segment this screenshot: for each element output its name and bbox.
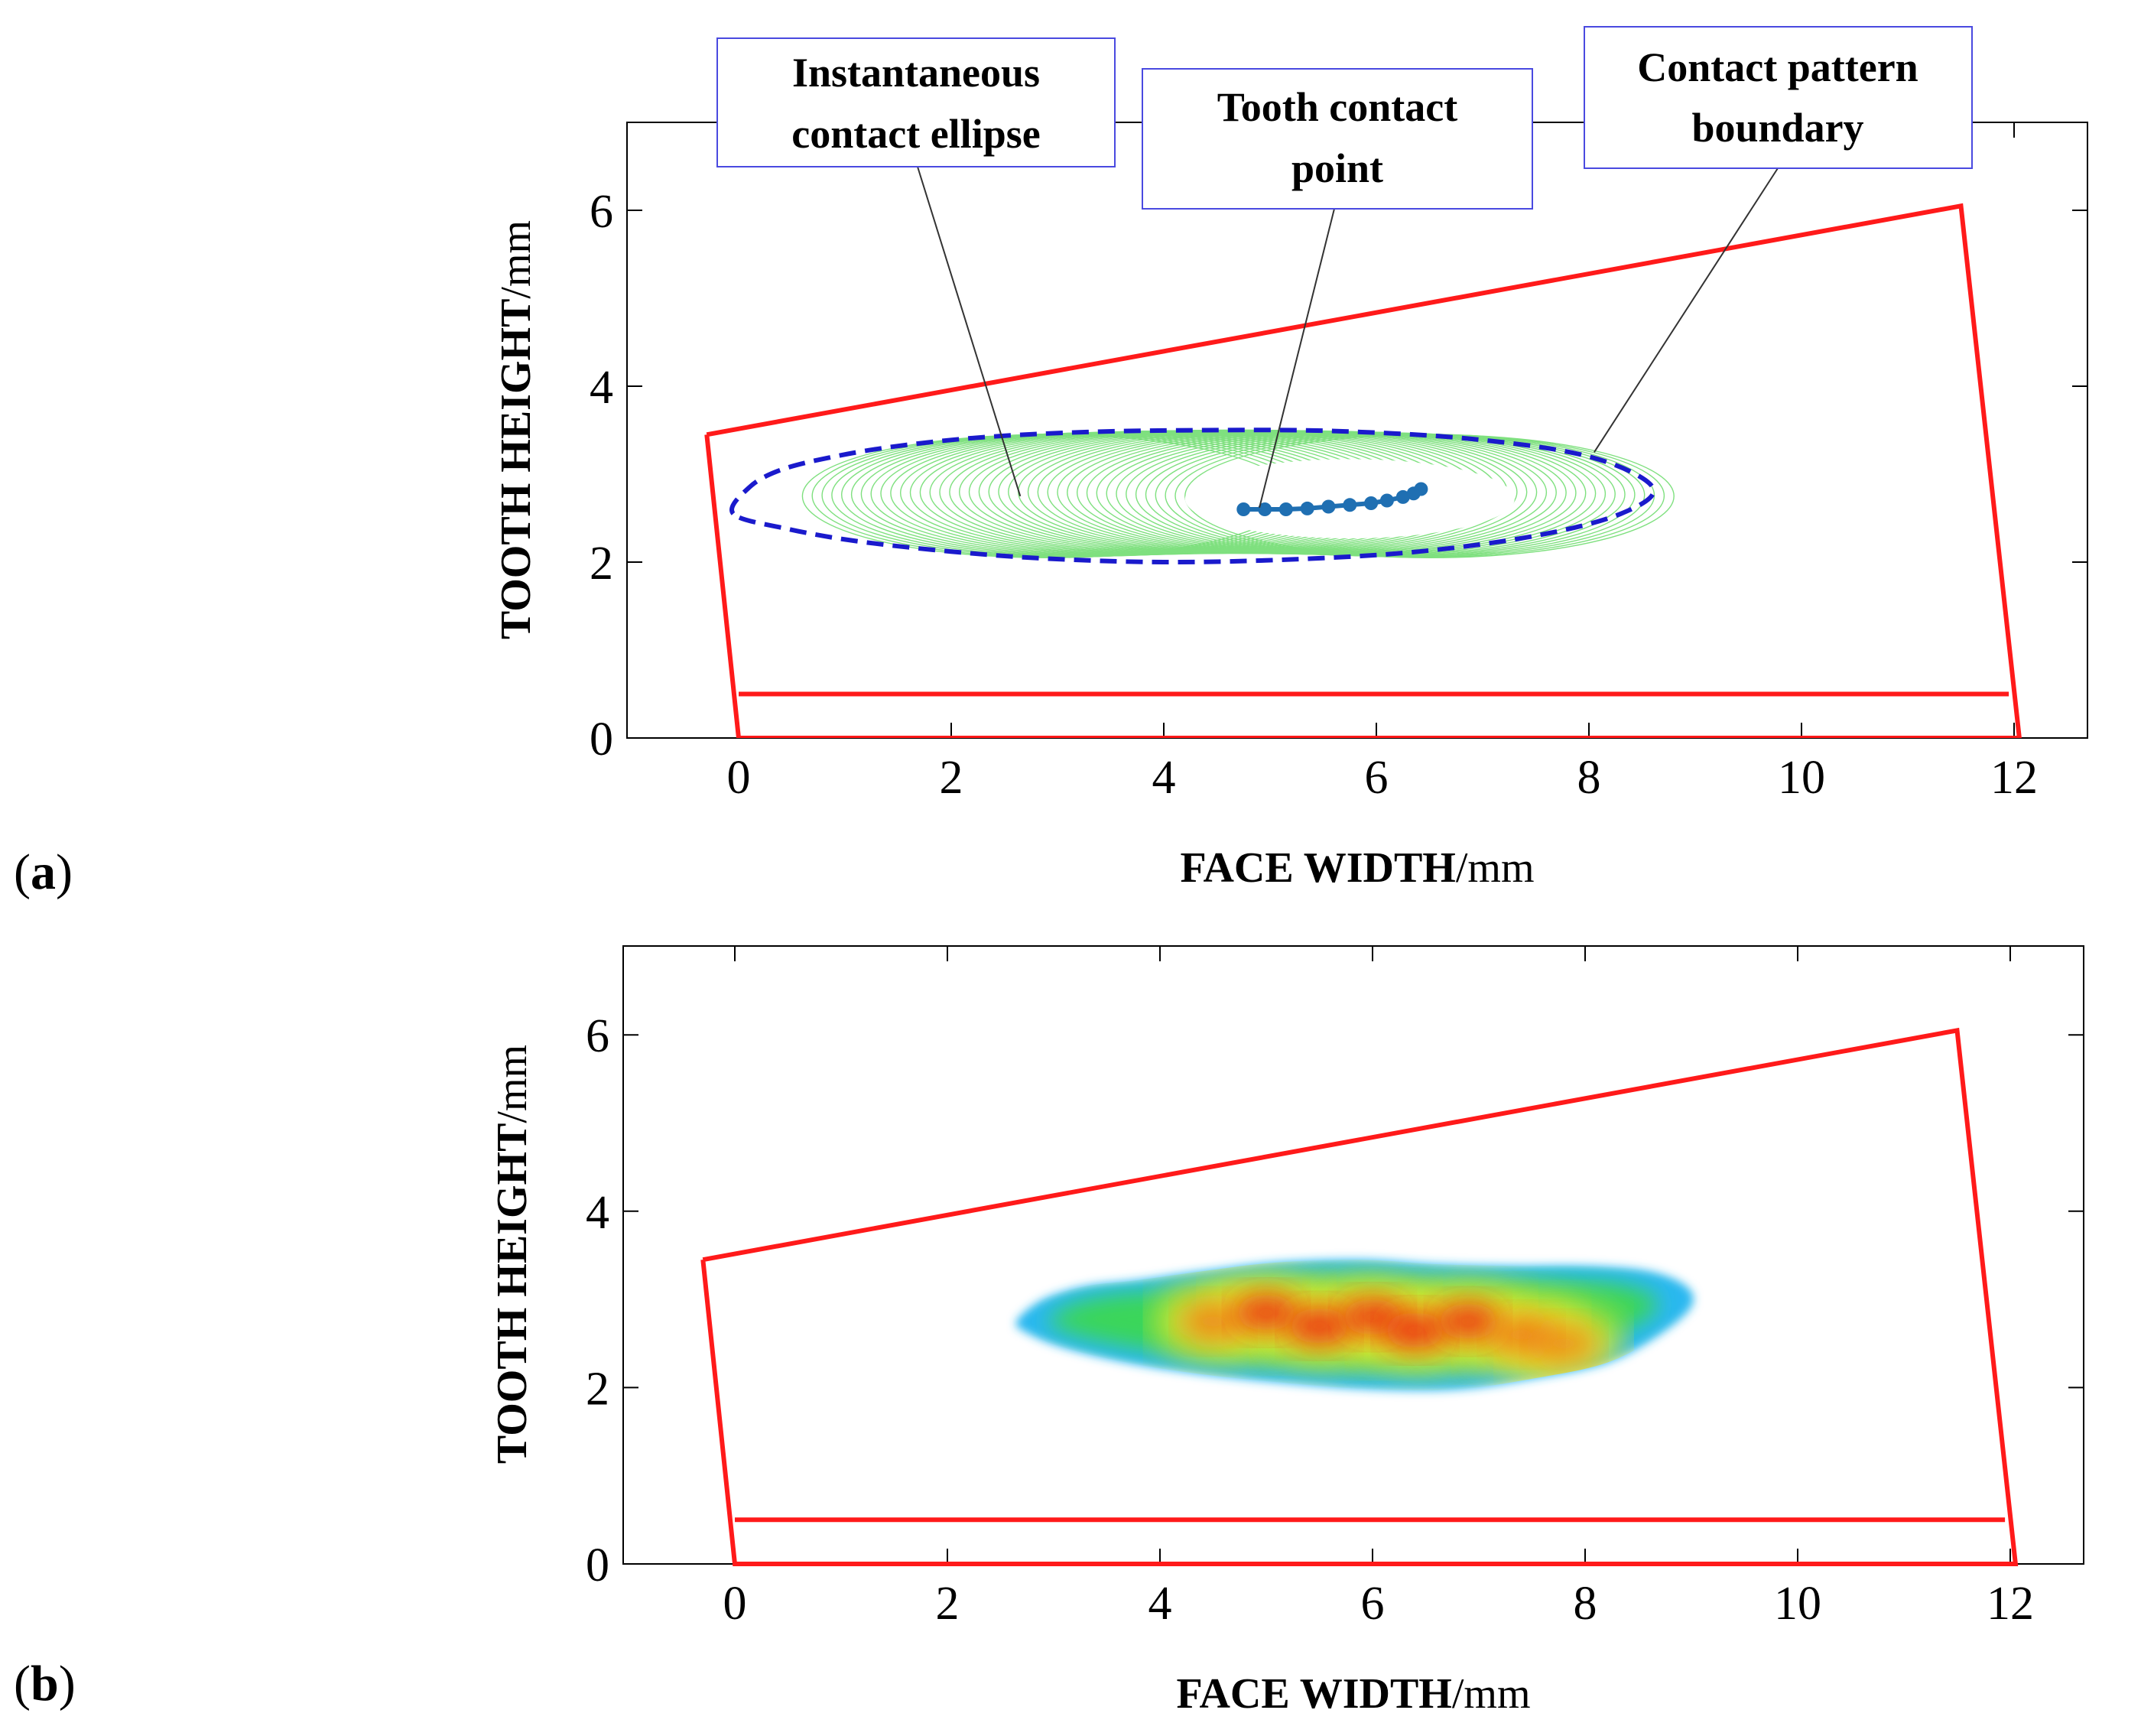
contact-point [1364,496,1379,510]
pressure-hotspot [1181,1303,1246,1339]
x-tick-label: 2 [936,1578,960,1630]
contact-pattern-boundary [729,427,1656,565]
axis-ticks [627,122,2087,739]
y-tick-label: 2 [586,1363,609,1415]
x-tick-label: 6 [1365,752,1389,804]
x-tick-label: 8 [1577,752,1601,804]
annotation-instantaneous-contact-ellipse: Instantaneous contact ellipse [716,37,1116,497]
axis-ticks [623,946,2084,1565]
y-axis-label: TOOTH HEIGHT/mm [489,1045,536,1464]
plot-frame [622,945,2084,1565]
gear-tooth-outline [704,203,2022,738]
x-tick-label: 12 [1987,1578,2034,1630]
x-axis-label: FACE WIDTH/mm [1180,844,1534,892]
x-tick-label: 10 [1774,1578,1821,1630]
panel-a: 0 2 4 6 8 10 12 0 2 4 6 Instantaneous contact ell… [14,26,2088,900]
annotation-leader [1594,167,1779,453]
contact-point [1278,502,1293,516]
y-tick-label: 2 [590,538,613,590]
y-tick-label: 0 [586,1539,609,1591]
y-tick-label: 6 [590,186,613,238]
pressure-hotspot [1436,1303,1500,1339]
y-tick-label: 6 [586,1010,609,1062]
panel-label-b: (b) [14,1656,76,1712]
annotation-line: contact ellipse [791,111,1040,157]
y-tick-labels: 0 2 4 6 [590,186,613,766]
contact-point [1414,482,1428,496]
contact-point [1343,498,1357,512]
x-tick-label: 4 [1152,752,1176,804]
y-axis-label: TOOTH HEIGHT/mm [492,220,540,639]
x-tick-label: 0 [727,752,751,804]
contact-point [1236,502,1251,516]
contact-point [1258,502,1272,516]
heatmap-hotspots [1155,1273,1623,1383]
pressure-hotspot [1532,1325,1596,1361]
pressure-hotspot [1382,1312,1447,1348]
y-tick-label: 4 [590,362,613,414]
annotation-line: Tooth contact [1217,84,1458,130]
annotation-line: Contact pattern [1637,44,1918,90]
annotation-box [1584,26,1973,169]
plot-frame [626,122,2088,739]
annotation-line: point [1291,145,1383,191]
x-axis-label: FACE WIDTH/mm [1176,1670,1530,1718]
x-tick-label: 6 [1361,1578,1385,1630]
contact-point [1300,501,1314,515]
annotation-box [716,37,1116,167]
panel-b: 0 2 4 6 8 10 12 0 2 4 6 FACE WIDTH/mm TOOTH HEIGH… [14,945,2084,1718]
y-tick-label: 0 [590,714,613,766]
annotation-line: Instantaneous [792,50,1040,96]
contact-point [1395,489,1410,504]
y-tick-label: 4 [586,1187,609,1239]
x-tick-label: 10 [1778,752,1825,804]
x-tick-label: 8 [1574,1578,1597,1630]
x-tick-label: 2 [940,752,963,804]
contact-point [1321,499,1336,514]
annotation-leader [917,166,1022,497]
annotation-leader [1259,208,1335,508]
pressure-hotspot [1287,1308,1352,1344]
x-tick-label: 4 [1148,1578,1172,1630]
annotation-box [1142,68,1533,210]
pressure-hotspot [1234,1295,1298,1331]
panel-label-a: (a) [14,844,73,900]
x-tick-labels: 0 2 4 6 8 10 12 [727,752,2039,804]
x-tick-label: 12 [1990,752,2038,804]
annotation-contact-pattern-boundary: Contact pattern boundary [1584,26,1973,453]
x-tick-labels: 0 2 4 6 8 10 12 [723,1578,2035,1630]
annotation-line: boundary [1691,105,1863,151]
contact-ellipse [1184,434,1675,558]
y-tick-labels: 0 2 4 6 [586,1010,609,1591]
x-tick-label: 0 [723,1578,747,1630]
contact-point [1379,493,1394,508]
gear-tooth-outline [700,1027,2019,1566]
tooth-contact-points [1236,482,1428,516]
annotation-tooth-contact-point: Tooth contact point [1142,68,1533,508]
contact-pressure-heatmap [1015,1260,1694,1391]
